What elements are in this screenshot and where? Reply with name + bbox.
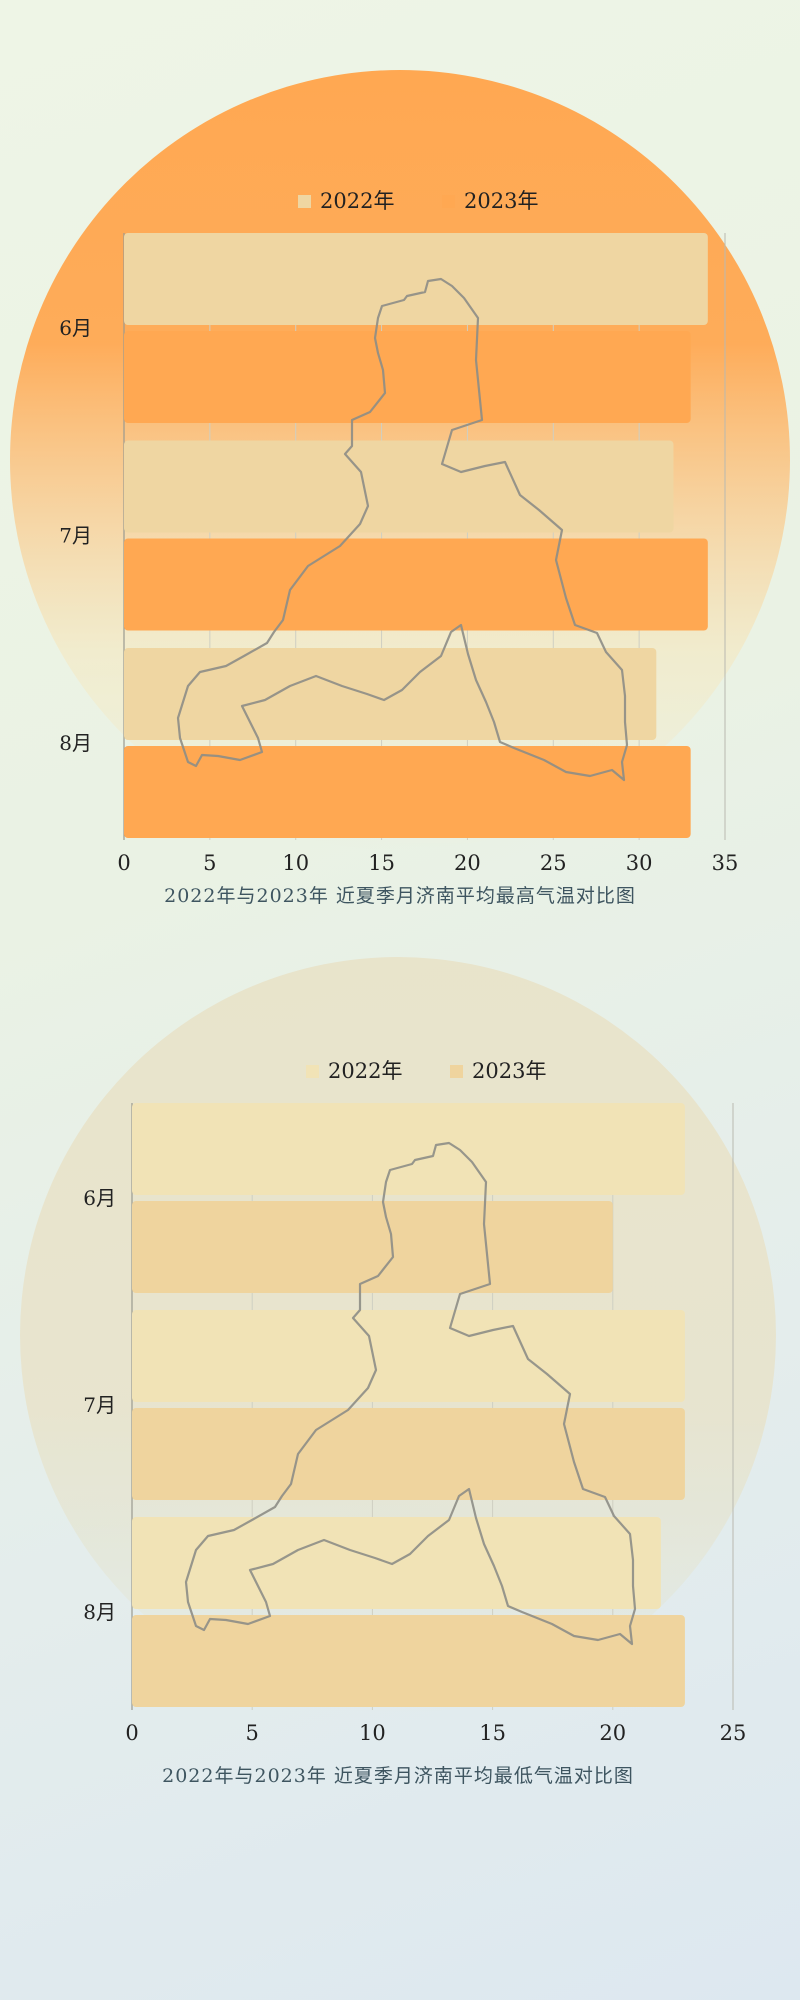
category-label: 8月 bbox=[83, 1600, 116, 1624]
x-tick-label: 10 bbox=[359, 1721, 386, 1745]
legend-swatch bbox=[442, 195, 455, 208]
legend-label: 2022年 bbox=[320, 189, 394, 213]
x-tick-label: 30 bbox=[626, 851, 653, 875]
bar-2022年-8月 bbox=[124, 648, 657, 740]
x-tick-label: 0 bbox=[117, 851, 130, 875]
category-label: 6月 bbox=[83, 1186, 116, 1210]
chart-title: 2022年与2023年 近夏季月济南平均最高气温对比图 bbox=[164, 885, 636, 907]
x-tick-label: 25 bbox=[720, 1721, 747, 1745]
category-label: 6月 bbox=[59, 316, 92, 340]
max-temp-chart: 6月 7月 8月 0 5 10 15 20 25 30 35 2022年 2023年 2022年与2023… bbox=[0, 0, 800, 920]
legend-label: 2023年 bbox=[464, 189, 538, 213]
x-tick-label: 5 bbox=[246, 1721, 259, 1745]
legend-label: 2023年 bbox=[472, 1059, 546, 1083]
legend-swatch bbox=[298, 195, 311, 208]
category-label: 7月 bbox=[59, 524, 92, 548]
chart-title: 2022年与2023年 近夏季月济南平均最低气温对比图 bbox=[162, 1765, 634, 1787]
legend-label: 2022年 bbox=[328, 1059, 402, 1083]
x-tick-label: 15 bbox=[479, 1721, 506, 1745]
legend-swatch bbox=[306, 1065, 319, 1078]
bar-2022年-8月 bbox=[132, 1517, 661, 1609]
bar-2023年-6月 bbox=[132, 1201, 613, 1293]
x-tick-label: 10 bbox=[282, 851, 309, 875]
x-tick-label: 15 bbox=[368, 851, 395, 875]
x-tick-label: 35 bbox=[712, 851, 739, 875]
bar-2023年-8月 bbox=[132, 1615, 685, 1707]
category-label: 8月 bbox=[59, 731, 92, 755]
max-temp-chart-svg: 6月 7月 8月 0 5 10 15 20 25 30 35 2022年 2023年 2022年与2023… bbox=[10, 70, 790, 907]
x-tick-label: 20 bbox=[599, 1721, 626, 1745]
map-outline bbox=[184, 1141, 637, 1646]
category-label: 7月 bbox=[83, 1393, 116, 1417]
bar-2022年-7月 bbox=[132, 1310, 685, 1402]
map-outline bbox=[176, 277, 629, 782]
bar-2023年-7月 bbox=[124, 538, 708, 631]
x-tick-label: 25 bbox=[540, 851, 567, 875]
bar-2023年-6月 bbox=[124, 331, 691, 423]
bar-2023年-7月 bbox=[132, 1408, 685, 1500]
bar-2022年-7月 bbox=[124, 440, 674, 533]
min-temp-chart-svg: 6月 7月 8月 0 5 10 15 20 25 2022年 2023年 2022年与2023年 近夏… bbox=[20, 957, 776, 1787]
min-temp-chart: 6月 7月 8月 0 5 10 15 20 25 2022年 2023年 2022年与2023年 近夏… bbox=[0, 920, 800, 1800]
x-tick-label: 20 bbox=[454, 851, 481, 875]
x-tick-label: 0 bbox=[125, 1721, 138, 1745]
bar-2022年-6月 bbox=[124, 233, 708, 325]
legend-swatch bbox=[450, 1065, 463, 1078]
bar-2023年-8月 bbox=[124, 746, 691, 838]
x-tick-label: 5 bbox=[203, 851, 216, 875]
bar-2022年-6月 bbox=[132, 1103, 685, 1195]
